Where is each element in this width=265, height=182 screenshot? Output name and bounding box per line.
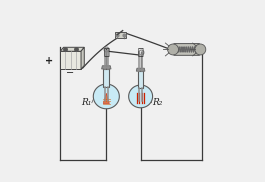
FancyBboxPatch shape — [116, 32, 126, 38]
Polygon shape — [60, 51, 81, 69]
Polygon shape — [81, 47, 84, 69]
Text: R₁: R₁ — [81, 98, 92, 107]
Circle shape — [167, 44, 179, 55]
Polygon shape — [136, 68, 145, 71]
Text: +: + — [45, 56, 53, 66]
Polygon shape — [101, 66, 111, 69]
Polygon shape — [103, 69, 109, 87]
Polygon shape — [103, 93, 109, 104]
Text: −: − — [66, 68, 74, 78]
Text: R₂: R₂ — [152, 98, 162, 107]
Circle shape — [195, 44, 206, 55]
Text: 乙: 乙 — [138, 46, 144, 56]
Polygon shape — [129, 85, 153, 108]
Text: 甲: 甲 — [103, 46, 109, 56]
Polygon shape — [138, 71, 143, 88]
Polygon shape — [93, 84, 119, 109]
FancyBboxPatch shape — [174, 44, 200, 55]
Polygon shape — [60, 47, 84, 51]
